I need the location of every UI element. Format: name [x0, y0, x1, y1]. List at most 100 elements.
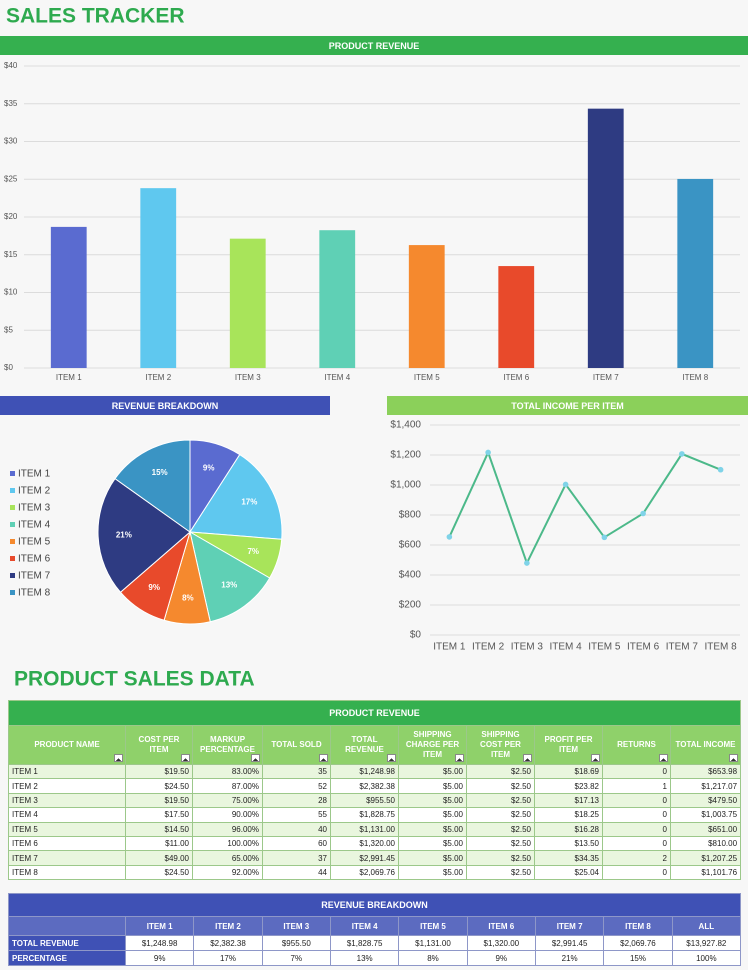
cell: $2,991.45	[330, 850, 399, 866]
legend-swatch	[10, 522, 15, 527]
legend-swatch	[10, 556, 15, 561]
y-tick-label: $1,200	[390, 450, 421, 461]
cell: $2.50	[466, 850, 535, 866]
cell: $18.69	[534, 763, 603, 780]
cell: $1,131.00	[330, 821, 399, 837]
column-header: SHIPPING COST PER ITEM	[466, 725, 535, 765]
cell: 90.00%	[192, 807, 263, 823]
column-header: ITEM 2	[193, 916, 263, 936]
point	[485, 449, 491, 456]
x-tick-label: ITEM 7	[666, 642, 699, 653]
header-row: ITEM 1 ITEM 2 ITEM 3 ITEM 4 ITEM 5 ITEM 6 ITEM…	[8, 916, 742, 936]
column-header: TOTAL INCOME	[669, 725, 742, 765]
column-header: COST PER ITEM	[125, 725, 193, 765]
cell: ITEM 8	[8, 864, 126, 881]
cell: $5.00	[398, 778, 467, 794]
pie-slice	[114, 439, 191, 533]
x-tick-label: ITEM 8	[705, 642, 738, 653]
bar	[319, 230, 356, 368]
column-header: ITEM 4	[329, 916, 400, 936]
x-tick-label: ITEM 3	[511, 642, 544, 653]
y-tick-label: $35	[4, 99, 18, 108]
x-tick-label: ITEM 2	[145, 373, 171, 382]
legend-label: ITEM 2	[18, 486, 51, 497]
cell: 17%	[193, 950, 263, 966]
caption-row: REVENUE BREAKDOWN	[7, 893, 742, 917]
column-header: SHIPPING CHARGE PER ITEM	[398, 725, 467, 765]
y-tick-label: $5	[4, 325, 13, 334]
cell: $13.50	[534, 835, 603, 852]
cell: $479.50	[669, 792, 742, 809]
caption-row: PRODUCT REVENUE	[7, 700, 742, 726]
cell: ITEM 6	[8, 835, 126, 852]
cell: 55	[262, 807, 331, 823]
cell: $17.13	[534, 792, 603, 809]
column-header: ITEM 3	[261, 916, 331, 936]
cell: $49.00	[125, 850, 193, 866]
slice-label: 15%	[152, 468, 168, 477]
cell: $5.00	[398, 763, 467, 780]
data-row: ITEM 7 $49.00 65.00% 37 $2,991.45 $5.00 $2.50 $…	[8, 850, 742, 866]
y-tick-label: $20	[4, 212, 18, 221]
cell: ITEM 4	[8, 807, 126, 823]
cell: 100%	[671, 950, 742, 966]
data-row: ITEM 5 $14.50 96.00% 40 $1,131.00 $5.00 $2.50 $…	[8, 821, 742, 837]
legend-label: ITEM 3	[18, 503, 51, 514]
cell: $25.04	[534, 864, 603, 881]
cell: $1,131.00	[398, 935, 468, 951]
bar	[140, 188, 177, 368]
breakdown-table: REVENUE BREAKDOWN ITEM 1 ITEM 2 ITEM 3 ITEM …	[7, 893, 742, 966]
x-tick-label: ITEM 1	[433, 642, 466, 653]
legend-label: ITEM 1	[18, 469, 51, 480]
cell: $16.28	[534, 821, 603, 837]
column-header: TOTAL REVENUE	[330, 725, 399, 765]
chart-banner	[387, 396, 748, 415]
y-tick-label: $1,400	[390, 420, 421, 431]
pie-slice	[189, 453, 283, 540]
section-title: PRODUCT SALES DATA	[14, 668, 255, 691]
cell: 37	[262, 850, 331, 866]
x-tick-label: ITEM 8	[682, 373, 708, 382]
chart-title: PRODUCT REVENUE	[329, 41, 420, 51]
cell: $2,069.76	[603, 935, 673, 951]
y-tick-label: $30	[4, 137, 18, 146]
point	[679, 451, 685, 457]
cell: $24.50	[125, 778, 193, 794]
cell: $1,248.98	[124, 935, 195, 951]
y-tick-label: $1,000	[390, 480, 421, 491]
cell: 0	[602, 821, 671, 837]
cell: $18.25	[534, 807, 603, 823]
bar	[498, 266, 535, 368]
corner-cell	[8, 916, 126, 936]
legend-swatch	[10, 505, 15, 510]
data-row: ITEM 4 $17.50 90.00% 55 $1,828.75 $5.00 $2.50 $…	[8, 807, 742, 823]
cell: $2.50	[466, 821, 535, 837]
pie-slice	[97, 477, 191, 593]
bar	[408, 245, 445, 368]
x-tick-label: ITEM 6	[503, 373, 529, 382]
line	[448, 449, 722, 566]
y-tick-label: $15	[4, 250, 18, 259]
x-tick-label: ITEM 5	[414, 373, 440, 382]
cell: $2.50	[466, 835, 535, 852]
cell: 75.00%	[192, 792, 263, 809]
cell: 35	[262, 763, 331, 780]
header-row: PRODUCT NAME COST PER ITEM MARKUP PERCENTA…	[8, 725, 742, 765]
x-tick-label: ITEM 7	[593, 373, 619, 382]
cell: ITEM 5	[8, 821, 126, 837]
cell: $2.50	[466, 864, 535, 881]
legend-label: ITEM 8	[18, 588, 51, 599]
cell: 0	[602, 792, 671, 809]
cell: $2,991.45	[534, 935, 605, 951]
x-tick-label: ITEM 1	[56, 373, 82, 382]
data-row: ITEM 2 $24.50 87.00% 52 $2,382.38 $5.00 $2.50 $…	[8, 778, 742, 794]
column-header: TOTAL SOLD	[262, 725, 331, 765]
y-tick-label: $0	[4, 363, 13, 372]
cell: 87.00%	[192, 778, 263, 794]
cell: $2.50	[466, 763, 535, 780]
cell: $2,382.38	[330, 778, 399, 794]
row-label: PERCENTAGE	[8, 950, 126, 966]
cell: 9%	[124, 950, 195, 966]
data-row: PERCENTAGE 9% 17% 7% 13% 8% 9% 21% 15% 100%	[8, 950, 742, 966]
